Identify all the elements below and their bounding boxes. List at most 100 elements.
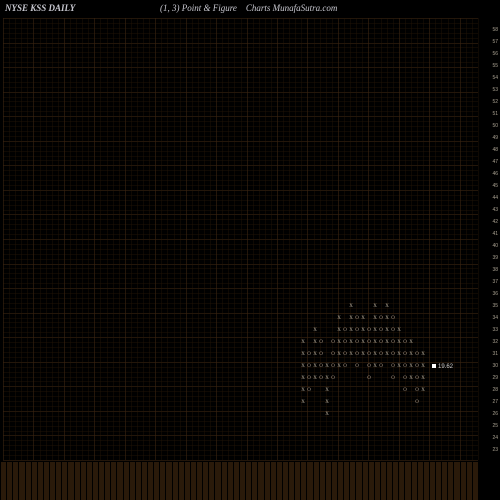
volume-bar	[295, 462, 300, 500]
y-axis-label: 26	[492, 412, 498, 417]
volume-bar	[399, 462, 404, 500]
volume-bar	[191, 462, 196, 500]
volume-bar	[326, 462, 331, 500]
pnf-x-mark: X	[396, 328, 402, 333]
pnf-x-mark: X	[420, 364, 426, 369]
volume-bar	[314, 462, 319, 500]
volume-bar	[173, 462, 178, 500]
volume-bar	[124, 462, 129, 500]
volume-bar	[467, 462, 472, 500]
volume-bar	[136, 462, 141, 500]
volume-bar	[99, 462, 104, 500]
y-axis-label: 51	[492, 112, 498, 117]
volume-bar	[160, 462, 165, 500]
y-axis-label: 47	[492, 160, 498, 165]
volume-bar	[148, 462, 153, 500]
pnf-o-mark: O	[378, 364, 384, 369]
volume-bar	[228, 462, 233, 500]
y-axis-label: 24	[492, 436, 498, 441]
volume-bar	[369, 462, 374, 500]
y-axis-label: 31	[492, 352, 498, 357]
y-axis-label: 53	[492, 88, 498, 93]
current-price-marker: 19.62	[432, 364, 453, 370]
volume-bar	[448, 462, 453, 500]
pnf-x-mark: X	[300, 400, 306, 405]
volume-bar	[130, 462, 135, 500]
y-axis-label: 36	[492, 292, 498, 297]
y-axis-label: 23	[492, 448, 498, 453]
volume-bar	[271, 462, 276, 500]
pnf-x-mark: X	[324, 412, 330, 417]
pnf-o-mark: O	[342, 364, 348, 369]
volume-bar	[19, 462, 24, 500]
pnf-o-mark: O	[318, 340, 324, 345]
volume-bar	[405, 462, 410, 500]
pnf-x-mark: X	[336, 316, 342, 321]
y-axis-label: 57	[492, 40, 498, 45]
volume-bar	[7, 462, 12, 500]
chart-type-label: (1, 3) Point & Figure Charts MunafaSutra…	[160, 3, 337, 13]
y-axis-label: 43	[492, 208, 498, 213]
y-axis-label: 41	[492, 232, 498, 237]
pnf-o-mark: O	[390, 376, 396, 381]
volume-bar	[473, 462, 478, 500]
volume-bar	[62, 462, 67, 500]
y-axis-label: 38	[492, 268, 498, 273]
volume-bar	[197, 462, 202, 500]
volume-bar	[320, 462, 325, 500]
volume-bar	[222, 462, 227, 500]
volume-bar	[307, 462, 312, 500]
chart-grid-area: XXXXXXOOOOXXXXXOOOOXXXXXOOOOXXXXXOOOOXXX…	[3, 18, 478, 460]
y-axis-label: 54	[492, 76, 498, 81]
volume-bar	[338, 462, 343, 500]
volume-bar	[179, 462, 184, 500]
volume-bar	[240, 462, 245, 500]
volume-bar	[454, 462, 459, 500]
volume-bar	[277, 462, 282, 500]
volume-bar	[381, 462, 386, 500]
y-axis-label: 29	[492, 376, 498, 381]
volume-bar	[38, 462, 43, 500]
volume-bar	[246, 462, 251, 500]
pnf-x-mark: X	[384, 304, 390, 309]
volume-bar	[283, 462, 288, 500]
y-axis-label: 46	[492, 172, 498, 177]
pnf-x-mark: X	[420, 352, 426, 357]
y-axis-label: 45	[492, 184, 498, 189]
volume-bar	[418, 462, 423, 500]
volume-bar	[461, 462, 466, 500]
pnf-x-mark: X	[372, 304, 378, 309]
pnf-x-mark: X	[324, 388, 330, 393]
volume-bar	[215, 462, 220, 500]
y-axis-label: 49	[492, 136, 498, 141]
pnf-x-mark: X	[300, 340, 306, 345]
pnf-x-mark: X	[408, 340, 414, 345]
volume-bar	[252, 462, 257, 500]
y-axis-label: 32	[492, 340, 498, 345]
y-axis-label: 40	[492, 244, 498, 249]
volume-bar	[154, 462, 159, 500]
pnf-o-mark: O	[330, 376, 336, 381]
pnf-x-mark: X	[348, 304, 354, 309]
volume-bar	[344, 462, 349, 500]
y-axis-label: 58	[492, 28, 498, 33]
volume-bar	[44, 462, 49, 500]
pnf-o-mark: O	[366, 376, 372, 381]
volume-bar	[375, 462, 380, 500]
pnf-o-mark: O	[354, 364, 360, 369]
volume-bar	[50, 462, 55, 500]
volume-bar	[393, 462, 398, 500]
volume-bar	[356, 462, 361, 500]
volume-bar	[185, 462, 190, 500]
volume-bar	[289, 462, 294, 500]
volume-bar	[93, 462, 98, 500]
volume-bar	[412, 462, 417, 500]
y-axis-label: 56	[492, 52, 498, 57]
volume-bar	[430, 462, 435, 500]
volume-bar	[166, 462, 171, 500]
y-axis-label: 27	[492, 400, 498, 405]
volume-band	[0, 460, 478, 500]
pnf-o-mark: O	[318, 352, 324, 357]
y-axis-label: 33	[492, 328, 498, 333]
volume-bar	[350, 462, 355, 500]
